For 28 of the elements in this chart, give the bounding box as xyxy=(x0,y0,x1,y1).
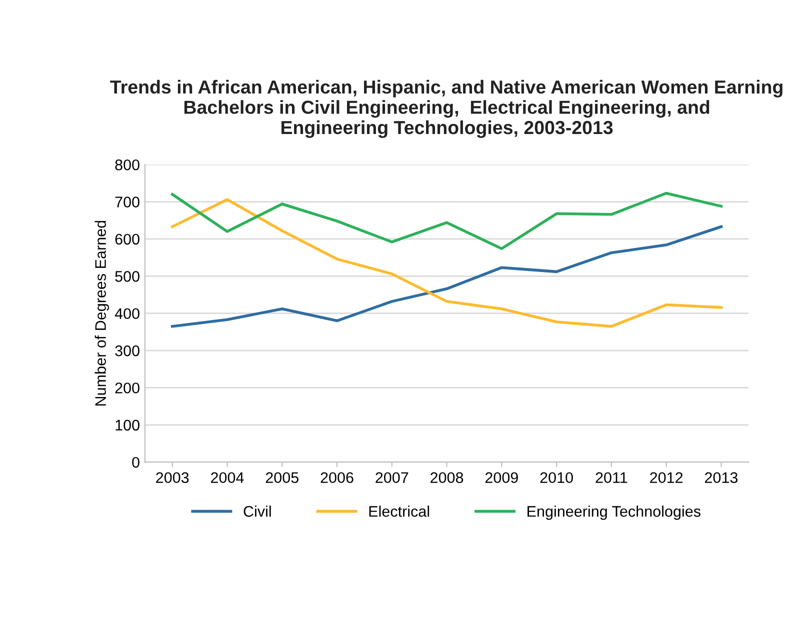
legend-label: Electrical xyxy=(369,506,430,517)
y-tick-label: 800 xyxy=(115,159,140,170)
x-tick-label: 2013 xyxy=(704,472,738,484)
y-tick-label: 600 xyxy=(115,234,140,245)
legend-label: Engineering Technologies xyxy=(528,506,700,520)
legend-label: Civil xyxy=(244,506,271,517)
x-tick-label: 2004 xyxy=(211,472,244,484)
y-tick-label: 700 xyxy=(115,196,140,208)
x-tick-label: 2005 xyxy=(266,472,298,484)
y-tick-label: 400 xyxy=(114,308,140,320)
line-series xyxy=(170,198,723,328)
y-tick-label: 300 xyxy=(115,345,140,356)
x-tick-label: 2009 xyxy=(485,472,518,484)
x-tick-label: 2010 xyxy=(540,472,573,484)
y-tick-label: 200 xyxy=(115,382,140,394)
chart-title: Trends in African American, Hispanic, and Native American Women Earning Bachelors in Civil Engineering, Electrical Engineering, and Engineering Technologies, 2003-2013 xyxy=(110,80,782,138)
x-tick-label: 2007 xyxy=(376,472,408,484)
y-tick-label: 100 xyxy=(116,420,140,431)
y-axis-title: Number of Degrees Earned xyxy=(94,220,109,406)
y-tick-label: 500 xyxy=(115,271,140,282)
line-series xyxy=(170,225,723,328)
x-tick-label: 2006 xyxy=(320,472,354,484)
line-series xyxy=(170,192,723,250)
x-tick-label: 2003 xyxy=(156,472,189,484)
y-tick-label: 0 xyxy=(132,456,140,468)
x-tick-label: 2012 xyxy=(650,472,683,484)
x-tick-label: 2008 xyxy=(430,472,464,484)
x-tick-label: 2011 xyxy=(596,472,628,484)
